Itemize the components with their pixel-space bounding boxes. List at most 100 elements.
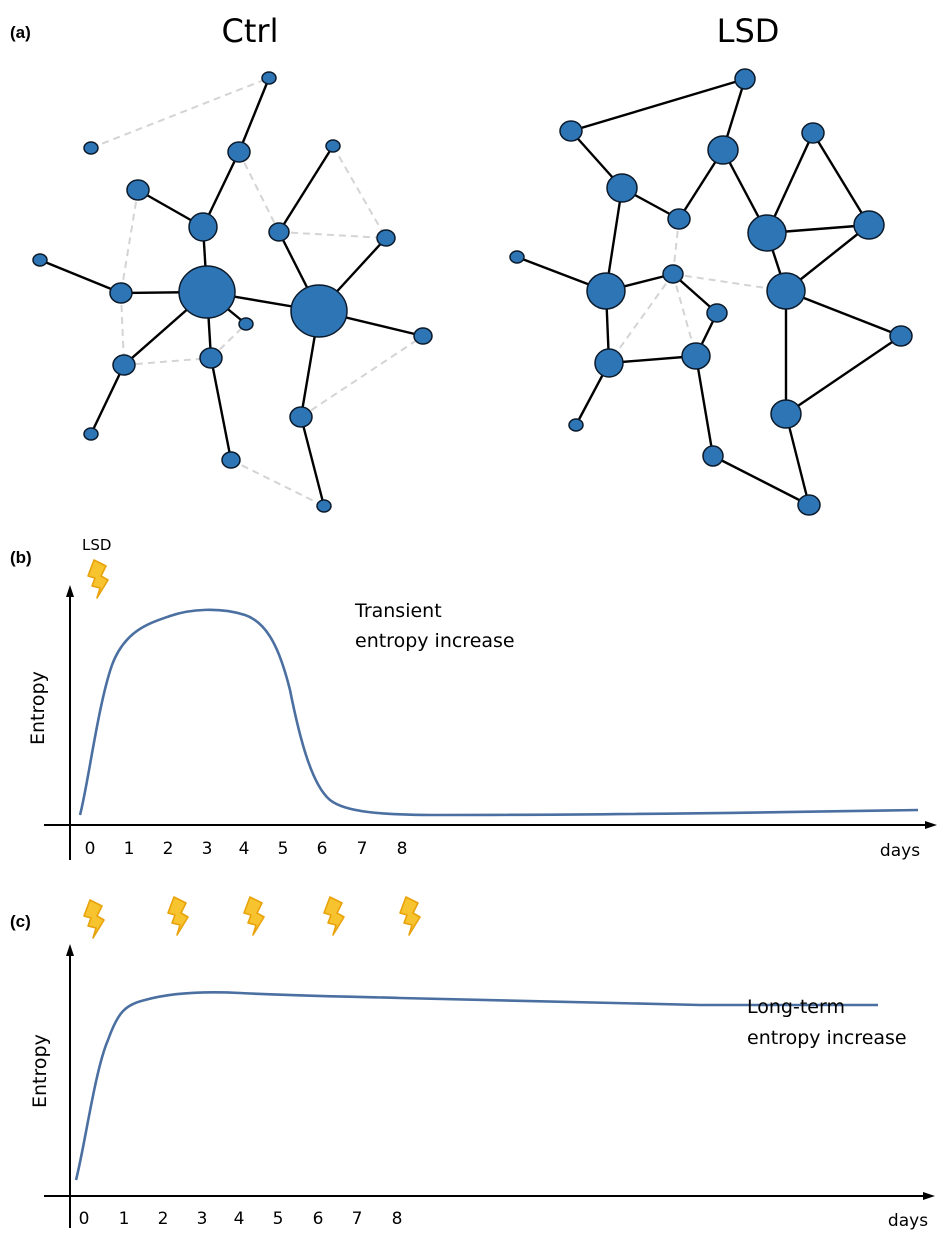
lightning-bolt-icon xyxy=(399,896,421,936)
x-tick-label: 1 xyxy=(124,839,135,859)
x-tick-label: 3 xyxy=(197,1209,208,1229)
network-node xyxy=(568,418,584,432)
solid-edge xyxy=(785,335,902,415)
lightning-bolt-icon xyxy=(323,896,345,936)
x-tick-labels: 0 1 2 3 4 5 6 7 8 xyxy=(85,839,408,859)
network-node xyxy=(889,325,913,347)
solid-edge xyxy=(811,132,871,226)
panel-b: (b) LSD Transient entropy increase Entro… xyxy=(10,536,937,861)
x-tick-label: 6 xyxy=(313,1209,324,1229)
dashed-edge xyxy=(672,273,697,357)
lsd-network xyxy=(509,68,913,516)
network-node xyxy=(770,399,802,429)
network-node xyxy=(606,173,638,203)
dashed-edge xyxy=(608,273,674,364)
dashed-edge xyxy=(120,292,125,366)
solid-edge xyxy=(784,413,811,506)
dashed-edge xyxy=(90,77,270,149)
network-node xyxy=(289,406,313,428)
dashed-edge xyxy=(210,323,247,359)
x-tick-label: 3 xyxy=(202,839,213,859)
network-node xyxy=(413,327,433,345)
network-hub-node xyxy=(178,265,236,319)
network-hub-node xyxy=(290,284,348,338)
ctrl-network xyxy=(32,71,433,513)
x-tick-label: 2 xyxy=(158,1209,169,1229)
x-tick-label: 8 xyxy=(397,839,408,859)
y-axis-arrowhead xyxy=(66,944,74,956)
network-node xyxy=(112,354,136,376)
network-node xyxy=(594,348,624,378)
lightning-bolt-icon xyxy=(243,896,265,936)
network-node xyxy=(32,253,48,267)
dashed-edge xyxy=(230,459,325,507)
x-tick-label: 0 xyxy=(85,839,96,859)
x-tick-label: 7 xyxy=(357,839,368,859)
long-term-annotation-line1: Long-term xyxy=(747,996,845,1018)
entropy-curve xyxy=(74,990,878,1181)
network-node xyxy=(199,347,223,369)
solid-edge xyxy=(277,145,335,233)
network-node xyxy=(509,250,525,264)
ctrl-nodes xyxy=(32,71,433,513)
solid-edge xyxy=(39,258,122,295)
x-axis-label: days xyxy=(888,1211,928,1231)
lightning-bolt-icon xyxy=(83,899,105,939)
x-axis-arrowhead xyxy=(923,1192,935,1200)
solid-edge xyxy=(694,355,715,457)
network-node xyxy=(83,141,99,155)
lightning-bolt-icon xyxy=(87,559,109,599)
network-node xyxy=(667,208,691,230)
network-node xyxy=(316,499,332,513)
network-node xyxy=(662,264,684,284)
dashed-edge xyxy=(278,231,387,239)
dashed-edge xyxy=(238,151,280,233)
x-tick-label: 8 xyxy=(392,1209,403,1229)
panel-a-label: (a) xyxy=(10,23,31,42)
y-axis-label: Entropy xyxy=(29,1034,51,1108)
y-axis-arrowhead xyxy=(66,585,74,597)
network-node xyxy=(707,135,739,165)
lsd-network-title: LSD xyxy=(717,12,780,50)
x-tick-label: 0 xyxy=(79,1209,90,1229)
ctrl-dashed-edges xyxy=(90,77,424,507)
x-tick-label: 1 xyxy=(119,1209,130,1229)
panel-c: (c) Long-term entropy increase Entropy 0… xyxy=(10,896,935,1231)
solid-edge xyxy=(785,289,902,338)
y-axis-label: Entropy xyxy=(27,671,49,745)
solid-edge xyxy=(237,77,271,153)
solid-edge xyxy=(570,77,746,133)
lightning-bolt-icon xyxy=(167,896,189,936)
panel-c-label: (c) xyxy=(10,912,31,931)
x-tick-label: 4 xyxy=(234,1209,245,1229)
network-node xyxy=(801,122,825,144)
long-term-annotation-line2: entropy increase xyxy=(747,1027,907,1049)
dashed-edge xyxy=(300,335,424,418)
transient-annotation-line2: entropy increase xyxy=(355,630,515,652)
network-node xyxy=(376,229,396,247)
network-node xyxy=(734,68,756,90)
network-node xyxy=(766,272,806,310)
lsd-nodes xyxy=(509,68,913,516)
network-node xyxy=(586,272,626,310)
x-tick-label: 6 xyxy=(317,839,328,859)
ctrl-network-title: Ctrl xyxy=(222,12,279,50)
network-node xyxy=(188,212,218,242)
network-node xyxy=(126,179,150,201)
entropy-curve xyxy=(78,608,919,817)
network-node xyxy=(227,141,251,163)
network-node xyxy=(221,451,241,469)
network-node xyxy=(261,71,277,85)
network-node xyxy=(797,494,821,516)
network-node xyxy=(238,317,254,331)
network-node xyxy=(681,342,711,370)
solid-edge xyxy=(209,357,233,461)
transient-annotation-line1: Transient xyxy=(354,600,442,622)
network-node xyxy=(83,427,99,441)
stimulus-label: LSD xyxy=(82,536,111,554)
network-node xyxy=(325,139,341,153)
solid-edge xyxy=(712,454,810,507)
x-axis-label: days xyxy=(880,841,920,861)
network-node xyxy=(702,445,724,467)
